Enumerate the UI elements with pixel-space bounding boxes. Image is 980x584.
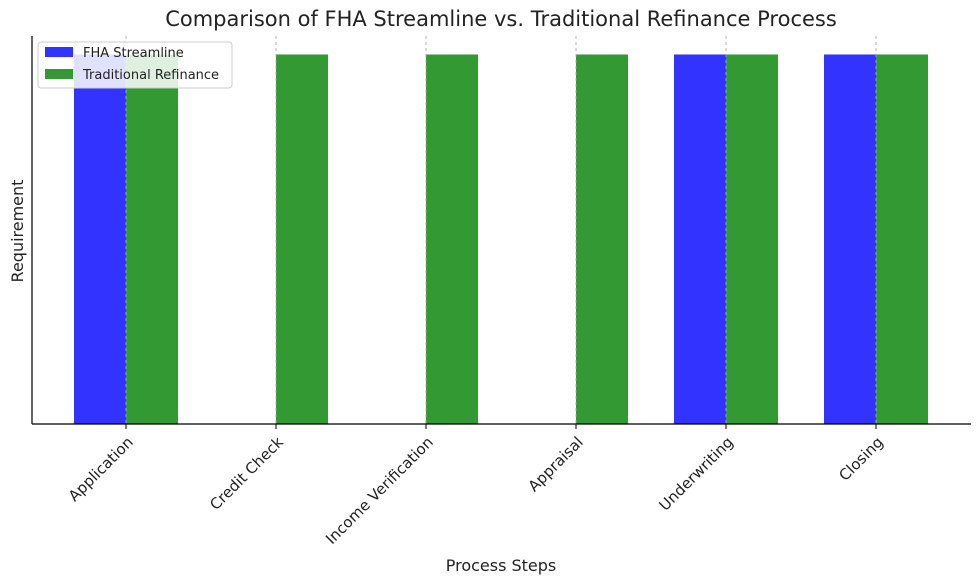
axes xyxy=(31,36,971,425)
bar-fha-streamline-closing xyxy=(824,54,876,424)
legend-label-fha-streamline: FHA Streamline xyxy=(83,46,184,61)
x-tick-label-closing: Closing xyxy=(835,433,887,485)
bar-traditional-refinance-credit-check xyxy=(276,54,328,424)
legend: FHA Streamline Traditional Refinance xyxy=(37,41,233,89)
x-tick-label-income-verification: Income Verification xyxy=(322,433,437,548)
y-axis-label: Requirement xyxy=(8,180,27,283)
legend-swatch-fha-streamline xyxy=(45,47,73,57)
x-tick-label-underwriting: Underwriting xyxy=(655,433,736,514)
bars-group xyxy=(74,36,928,424)
bar-traditional-refinance-application xyxy=(126,54,178,424)
x-tick-label-appraisal: Appraisal xyxy=(525,433,587,495)
legend-swatch-traditional-refinance xyxy=(45,69,73,79)
bar-traditional-refinance-appraisal xyxy=(576,54,628,424)
bar-traditional-refinance-underwriting xyxy=(726,54,778,424)
bar-fha-streamline-underwriting xyxy=(674,54,726,424)
bar-traditional-refinance-closing xyxy=(876,54,928,424)
x-tick-label-application: Application xyxy=(65,433,137,505)
bar-traditional-refinance-income-verification xyxy=(426,54,478,424)
chart-title: Comparison of FHA Streamline vs. Traditi… xyxy=(165,7,837,31)
legend-box xyxy=(37,41,233,89)
x-tick-labels: Application Credit Check Income Verificati… xyxy=(65,424,887,548)
legend-label-traditional-refinance: Traditional Refinance xyxy=(82,68,219,83)
bar-fha-streamline-application xyxy=(74,54,126,424)
x-tick-label-credit-check: Credit Check xyxy=(206,433,287,514)
x-axis-label: Process Steps xyxy=(446,556,557,575)
